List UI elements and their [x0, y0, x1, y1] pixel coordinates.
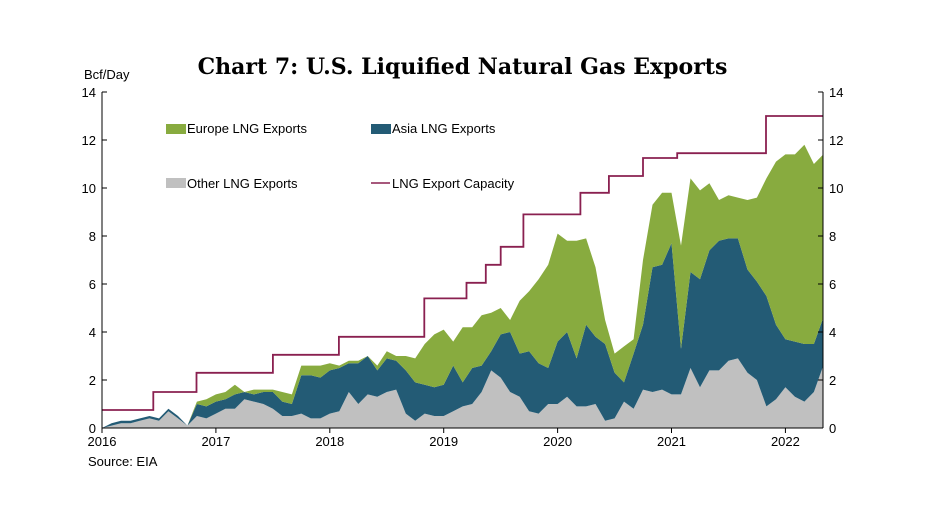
- chart-title: Chart 7: U.S. Liquified Natural Gas Expo…: [197, 54, 728, 80]
- y-axis-unit-label: Bcf/Day: [84, 67, 130, 82]
- x-tick-label: 2017: [201, 434, 230, 449]
- source-note: Source: EIA: [88, 454, 158, 469]
- plot-area: [102, 115, 824, 429]
- x-tick-label: 2016: [88, 434, 117, 449]
- y-tick-label-right: 4: [829, 325, 836, 340]
- legend: Europe LNG Exports Asia LNG Exports Othe…: [166, 121, 515, 191]
- legend-label-other: Other LNG Exports: [187, 176, 298, 191]
- y-tick-label-right: 10: [829, 181, 843, 196]
- axes: 0 0 2 2 4 4 6 6 8 8 10 10 12 12 14 14 2016 2017 2018 2019 20…: [82, 85, 844, 449]
- y-tick-label-right: 8: [829, 229, 836, 244]
- y-tick-label-left: 6: [89, 277, 96, 292]
- y-tick-label-left: 10: [82, 181, 96, 196]
- legend-swatch-asia: [371, 124, 391, 134]
- x-tick-label: 2019: [429, 434, 458, 449]
- area-series-asia-lng-exports: [102, 238, 824, 428]
- y-tick-label-left: 4: [89, 325, 96, 340]
- legend-label-europe: Europe LNG Exports: [187, 121, 307, 136]
- legend-label-asia: Asia LNG Exports: [392, 121, 496, 136]
- area-series-other-lng-exports: [102, 358, 824, 428]
- y-tick-label-left: 12: [82, 133, 96, 148]
- line-series-lng-export-capacity: [102, 115, 823, 411]
- y-tick-label-left: 8: [89, 229, 96, 244]
- y-tick-label-left: 14: [82, 85, 96, 100]
- y-tick-label-left: 0: [89, 421, 96, 436]
- legend-swatch-other: [166, 178, 186, 188]
- x-tick-label: 2018: [315, 434, 344, 449]
- legend-label-capacity: LNG Export Capacity: [392, 176, 515, 191]
- y-tick-label-right: 2: [829, 373, 836, 388]
- y-tick-label-right: 14: [829, 85, 843, 100]
- y-tick-label-right: 6: [829, 277, 836, 292]
- x-tick-label: 2020: [543, 434, 572, 449]
- x-tick-label: 2021: [657, 434, 686, 449]
- area-series-europe-lng-exports: [102, 144, 824, 429]
- x-tick-label: 2022: [771, 434, 800, 449]
- y-tick-label-right: 12: [829, 133, 843, 148]
- y-tick-label-left: 2: [89, 373, 96, 388]
- y-tick-label-right: 0: [829, 421, 836, 436]
- legend-swatch-europe: [166, 124, 186, 134]
